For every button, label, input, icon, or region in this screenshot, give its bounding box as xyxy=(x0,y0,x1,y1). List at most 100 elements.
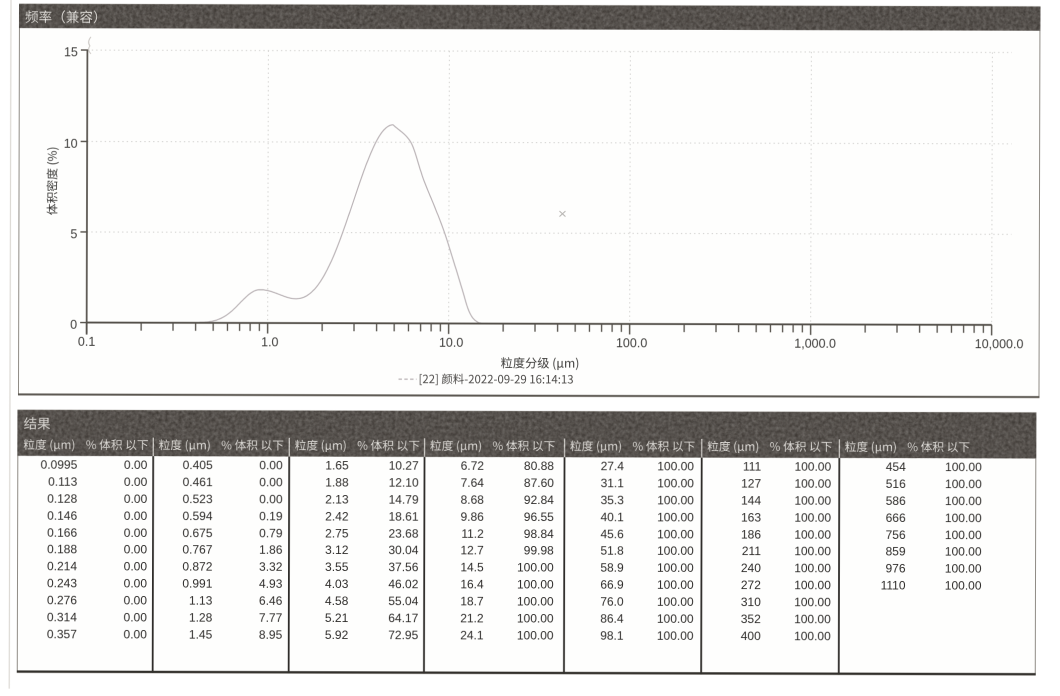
svg-text:0.00: 0.00 xyxy=(124,475,148,489)
svg-text:240: 240 xyxy=(741,561,761,575)
svg-text:27.4: 27.4 xyxy=(601,459,625,473)
svg-text:1110: 1110 xyxy=(881,578,906,592)
svg-text:2.42: 2.42 xyxy=(325,509,349,523)
svg-text:0.128: 0.128 xyxy=(47,492,77,506)
svg-text:100.00: 100.00 xyxy=(517,561,554,575)
svg-text:0.461: 0.461 xyxy=(183,475,213,489)
svg-text:96.55: 96.55 xyxy=(524,510,554,524)
svg-text:0.00: 0.00 xyxy=(259,458,283,472)
svg-text:211: 211 xyxy=(742,544,761,558)
svg-text:87.60: 87.60 xyxy=(524,476,554,490)
svg-text:0.00: 0.00 xyxy=(124,560,148,574)
svg-text:310: 310 xyxy=(741,595,761,609)
svg-text:46.02: 46.02 xyxy=(388,577,418,591)
svg-text:1.86: 1.86 xyxy=(259,543,283,557)
svg-text:0.314: 0.314 xyxy=(47,610,77,624)
svg-text:0.00: 0.00 xyxy=(124,593,148,607)
svg-text:186: 186 xyxy=(741,527,761,541)
svg-text:4.03: 4.03 xyxy=(325,577,349,591)
svg-text:100.00: 100.00 xyxy=(657,612,694,626)
svg-text:100.00: 100.00 xyxy=(945,494,982,508)
svg-text:4.58: 4.58 xyxy=(325,594,349,608)
svg-text:100.00: 100.00 xyxy=(945,528,982,542)
svg-text:0.00: 0.00 xyxy=(124,509,148,523)
svg-text:100.00: 100.00 xyxy=(945,562,982,576)
svg-text:100.00: 100.00 xyxy=(794,578,831,592)
svg-text:15: 15 xyxy=(64,45,78,59)
svg-text:3.32: 3.32 xyxy=(259,560,283,574)
svg-text:0.00: 0.00 xyxy=(124,576,148,590)
svg-text:1,000.0: 1,000.0 xyxy=(794,337,836,351)
svg-text:454: 454 xyxy=(886,460,906,474)
svg-text:100.00: 100.00 xyxy=(657,561,694,575)
svg-text:23.68: 23.68 xyxy=(388,526,418,540)
svg-text:0.594: 0.594 xyxy=(183,509,213,523)
svg-text:14.5: 14.5 xyxy=(460,560,484,574)
svg-text:100.00: 100.00 xyxy=(794,460,831,474)
svg-text:1.13: 1.13 xyxy=(189,594,213,608)
svg-text:516: 516 xyxy=(886,477,906,491)
svg-text:80.88: 80.88 xyxy=(524,459,554,473)
svg-text:666: 666 xyxy=(886,511,906,525)
svg-text:0.276: 0.276 xyxy=(47,593,77,607)
svg-text:2.13: 2.13 xyxy=(325,492,349,506)
svg-text:5.92: 5.92 xyxy=(325,628,349,642)
svg-text:100.00: 100.00 xyxy=(945,511,982,525)
svg-text:352: 352 xyxy=(741,612,761,626)
svg-text:1.45: 1.45 xyxy=(189,627,213,641)
svg-text:111: 111 xyxy=(743,460,762,474)
svg-text:100.00: 100.00 xyxy=(657,510,694,524)
svg-text:16.4: 16.4 xyxy=(460,577,484,591)
svg-text:0.0995: 0.0995 xyxy=(41,458,78,472)
svg-text:0.675: 0.675 xyxy=(182,526,212,540)
svg-text:21.2: 21.2 xyxy=(460,611,484,625)
svg-text:100.00: 100.00 xyxy=(657,629,694,643)
svg-text:6.72: 6.72 xyxy=(461,459,485,473)
svg-text:14.79: 14.79 xyxy=(389,493,419,507)
svg-text:18.7: 18.7 xyxy=(460,594,484,608)
svg-text:4.93: 4.93 xyxy=(259,577,283,591)
svg-text:100.00: 100.00 xyxy=(794,527,831,541)
svg-text:0.00: 0.00 xyxy=(124,543,148,557)
svg-text:100.00: 100.00 xyxy=(517,611,554,625)
svg-text:10.0: 10.0 xyxy=(439,336,463,350)
svg-text:31.1: 31.1 xyxy=(601,476,625,490)
svg-text:76.0: 76.0 xyxy=(600,595,624,609)
svg-text:0.79: 0.79 xyxy=(259,526,283,540)
svg-text:99.98: 99.98 xyxy=(524,544,554,558)
svg-text:127: 127 xyxy=(741,477,761,491)
svg-text:100.00: 100.00 xyxy=(657,527,694,541)
svg-text:0.1: 0.1 xyxy=(78,335,95,349)
svg-text:0.00: 0.00 xyxy=(259,475,283,489)
svg-text:5: 5 xyxy=(70,227,77,241)
svg-text:1.0: 1.0 xyxy=(261,335,278,349)
svg-text:0.991: 0.991 xyxy=(182,577,212,591)
svg-text:100.00: 100.00 xyxy=(794,561,831,575)
svg-text:0.523: 0.523 xyxy=(183,492,213,506)
svg-text:100.00: 100.00 xyxy=(657,544,694,558)
svg-text:72.95: 72.95 xyxy=(388,628,418,642)
svg-text:100.00: 100.00 xyxy=(517,594,554,608)
svg-text:0.214: 0.214 xyxy=(47,559,77,573)
svg-text:9.86: 9.86 xyxy=(460,510,484,524)
svg-text:51.8: 51.8 xyxy=(600,544,624,558)
svg-text:8.95: 8.95 xyxy=(259,628,283,642)
svg-text:859: 859 xyxy=(886,545,906,559)
svg-text:37.56: 37.56 xyxy=(388,560,418,574)
svg-text:100.00: 100.00 xyxy=(657,476,694,490)
svg-text:976: 976 xyxy=(885,562,905,576)
svg-text:1.88: 1.88 xyxy=(325,475,349,489)
svg-text:10.27: 10.27 xyxy=(389,459,419,473)
svg-text:0.872: 0.872 xyxy=(182,560,212,574)
svg-text:3.12: 3.12 xyxy=(325,543,349,557)
svg-text:24.1: 24.1 xyxy=(460,628,484,642)
svg-text:3.55: 3.55 xyxy=(325,560,349,574)
svg-text:45.6: 45.6 xyxy=(600,527,624,541)
svg-text:100.00: 100.00 xyxy=(945,545,982,559)
svg-text:0: 0 xyxy=(70,318,77,332)
svg-text:7.64: 7.64 xyxy=(461,476,485,490)
svg-text:100.00: 100.00 xyxy=(517,577,554,591)
svg-text:100.00: 100.00 xyxy=(794,511,831,525)
svg-text:30.04: 30.04 xyxy=(388,543,418,557)
svg-text:100.00: 100.00 xyxy=(794,494,831,508)
